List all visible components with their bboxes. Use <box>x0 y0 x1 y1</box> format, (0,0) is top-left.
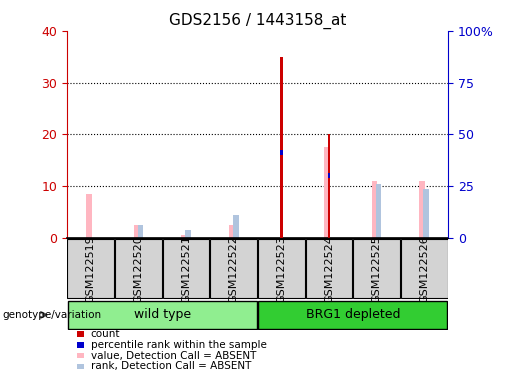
FancyBboxPatch shape <box>305 239 352 298</box>
Bar <box>233 215 238 238</box>
FancyBboxPatch shape <box>258 239 305 298</box>
Bar <box>419 181 425 238</box>
FancyBboxPatch shape <box>353 239 400 298</box>
Text: GSM122521: GSM122521 <box>181 235 191 303</box>
Text: GSM122523: GSM122523 <box>277 235 286 303</box>
Bar <box>77 342 84 348</box>
Text: wild type: wild type <box>134 308 191 321</box>
Text: GSM122524: GSM122524 <box>324 235 334 303</box>
FancyBboxPatch shape <box>68 301 256 329</box>
FancyBboxPatch shape <box>163 239 210 298</box>
Bar <box>376 184 382 238</box>
FancyBboxPatch shape <box>115 239 162 298</box>
Bar <box>328 134 331 238</box>
Bar <box>77 353 84 358</box>
Text: GSM122519: GSM122519 <box>86 235 96 303</box>
Bar <box>185 230 191 238</box>
Text: GSM122526: GSM122526 <box>419 235 429 303</box>
Bar <box>86 194 92 238</box>
FancyBboxPatch shape <box>210 239 257 298</box>
Bar <box>77 331 84 337</box>
Text: rank, Detection Call = ABSENT: rank, Detection Call = ABSENT <box>91 361 251 371</box>
FancyBboxPatch shape <box>259 301 447 329</box>
Bar <box>280 150 283 155</box>
Text: BRG1 depleted: BRG1 depleted <box>305 308 400 321</box>
FancyBboxPatch shape <box>401 239 448 298</box>
FancyBboxPatch shape <box>67 239 114 298</box>
Title: GDS2156 / 1443158_at: GDS2156 / 1443158_at <box>169 13 346 29</box>
Bar <box>423 189 429 238</box>
Bar <box>324 147 330 238</box>
Bar <box>372 181 377 238</box>
Bar <box>229 225 234 238</box>
Text: GSM122520: GSM122520 <box>133 235 143 303</box>
Text: GSM122522: GSM122522 <box>229 235 238 303</box>
Text: genotype/variation: genotype/variation <box>3 310 101 320</box>
Bar <box>138 225 143 238</box>
Bar <box>133 225 139 238</box>
Bar <box>181 235 187 238</box>
Bar <box>280 56 283 238</box>
Bar <box>328 173 331 179</box>
Text: percentile rank within the sample: percentile rank within the sample <box>91 340 267 350</box>
Bar <box>77 364 84 369</box>
Text: value, Detection Call = ABSENT: value, Detection Call = ABSENT <box>91 351 256 361</box>
Text: GSM122525: GSM122525 <box>372 235 382 303</box>
Text: count: count <box>91 329 120 339</box>
